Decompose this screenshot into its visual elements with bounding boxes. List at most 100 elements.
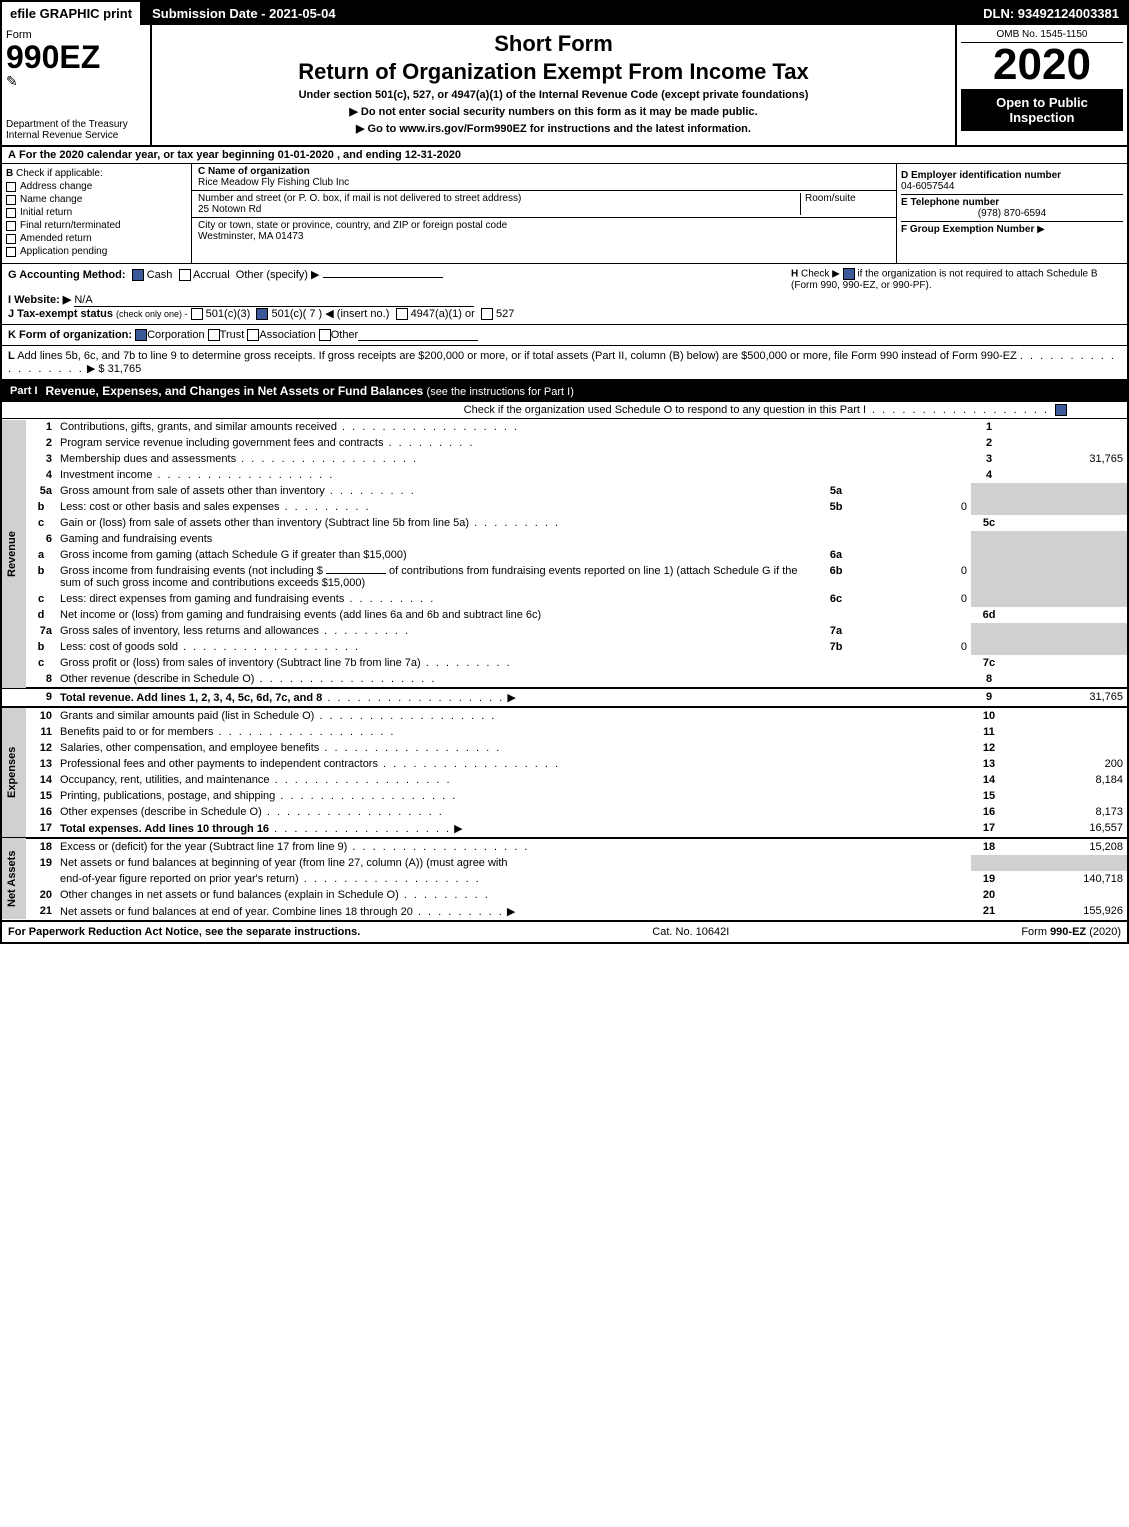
- cb-527[interactable]: [481, 308, 493, 320]
- line-18: Net Assets 18 Excess or (deficit) for th…: [2, 838, 1127, 855]
- line-desc: Other revenue (describe in Schedule O): [60, 673, 254, 685]
- line-num: 7a: [26, 623, 56, 639]
- line-7a: 7a Gross sales of inventory, less return…: [2, 623, 1127, 639]
- opt-4947: 4947(a)(1) or: [411, 308, 475, 320]
- f-arrow: ▶: [1037, 224, 1045, 235]
- header-right: OMB No. 1545-1150 2020 Open to Public In…: [957, 25, 1127, 145]
- org-name: Rice Meadow Fly Fishing Club Inc: [198, 177, 349, 188]
- line-rnum-gray: [971, 591, 1007, 607]
- fundraising-amount-input[interactable]: [326, 573, 386, 574]
- e-label: E Telephone number: [901, 197, 999, 208]
- line-num: 12: [26, 740, 56, 756]
- cb-amended-return[interactable]: Amended return: [6, 233, 187, 244]
- f-label: F Group Exemption Number: [901, 224, 1034, 235]
- line-num: 15: [26, 788, 56, 804]
- cb-name-change[interactable]: Name change: [6, 194, 187, 205]
- line-rval: [1007, 515, 1127, 531]
- line-21: 21 Net assets or fund balances at end of…: [2, 903, 1127, 920]
- cb-other-org[interactable]: [319, 329, 331, 341]
- line-rnum: 21: [971, 903, 1007, 920]
- line-15: 15 Printing, publications, postage, and …: [2, 788, 1127, 804]
- ein-value: 04-6057544: [901, 181, 954, 192]
- cb-accrual[interactable]: [179, 269, 191, 281]
- line-num: c: [26, 515, 56, 531]
- line-rnum-gray: [971, 531, 1007, 547]
- line-rnum: 2: [971, 435, 1007, 451]
- open-to-public: Open to Public Inspection: [961, 89, 1123, 131]
- line-rval: 8,173: [1007, 804, 1127, 820]
- line-desc: end-of-year figure reported on prior yea…: [60, 873, 299, 885]
- line-rval: 16,557: [1007, 820, 1127, 838]
- inline-box-label: 5a: [821, 483, 851, 499]
- cb-application-pending[interactable]: Application pending: [6, 246, 187, 257]
- line-rval: 200: [1007, 756, 1127, 772]
- j-note: (check only one) -: [116, 309, 188, 319]
- inline-box-label: 6c: [821, 591, 851, 607]
- other-org-input[interactable]: [358, 329, 478, 341]
- line-desc: Net assets or fund balances at beginning…: [56, 855, 971, 871]
- line-desc: Gross income from gaming (attach Schedul…: [60, 549, 407, 561]
- schedule-o-check-row: Check if the organization used Schedule …: [2, 402, 1127, 419]
- line-desc: Other changes in net assets or fund bala…: [60, 889, 399, 901]
- cb-trust[interactable]: [208, 329, 220, 341]
- line-num: 13: [26, 756, 56, 772]
- line-rnum: 1: [971, 419, 1007, 435]
- line-num: 16: [26, 804, 56, 820]
- part-1-header: Part I Revenue, Expenses, and Changes in…: [2, 380, 1127, 402]
- part-1-table: Revenue 1 Contributions, gifts, grants, …: [2, 419, 1127, 920]
- line-8: 8 Other revenue (describe in Schedule O)…: [2, 671, 1127, 688]
- opt-trust: Trust: [220, 329, 245, 341]
- line-rnum: 6d: [971, 607, 1007, 623]
- part-1-label: Part I: [10, 385, 46, 397]
- line-num: 21: [26, 903, 56, 920]
- box-b-checkboxes: B Check if applicable: Address change Na…: [2, 164, 192, 263]
- city-label: City or town, state or province, country…: [198, 220, 507, 231]
- section-a-label: A: [8, 149, 16, 161]
- accrual-label: Accrual: [193, 269, 230, 281]
- row-k: K Form of organization: Corporation Trus…: [2, 325, 1127, 346]
- cb-4947[interactable]: [396, 308, 408, 320]
- line-desc: Printing, publications, postage, and shi…: [60, 790, 275, 802]
- cb-address-change[interactable]: Address change: [6, 181, 187, 192]
- line-2: 2 Program service revenue including gove…: [2, 435, 1127, 451]
- cb-association[interactable]: [247, 329, 259, 341]
- room-label: Room/suite: [805, 193, 856, 204]
- street-row: Number and street (or P. O. box, if mail…: [192, 191, 896, 218]
- opt-assoc: Association: [259, 329, 315, 341]
- cb-corporation[interactable]: [135, 329, 147, 341]
- line-16: 16 Other expenses (describe in Schedule …: [2, 804, 1127, 820]
- expenses-tab: Expenses: [2, 707, 26, 838]
- line-rval: [1007, 724, 1127, 740]
- cb-schedule-b[interactable]: [843, 268, 855, 280]
- line-num: 18: [26, 838, 56, 855]
- cb-initial-return[interactable]: Initial return: [6, 207, 187, 218]
- line-rnum: 8: [971, 671, 1007, 688]
- other-label: Other (specify) ▶: [236, 269, 320, 281]
- line-rnum-gray: [971, 499, 1007, 515]
- box-b-label: B: [6, 168, 13, 179]
- line-num: 8: [26, 671, 56, 688]
- line-num: 6: [26, 531, 56, 547]
- line-rval-gray: [1007, 855, 1127, 871]
- line-rnum: 13: [971, 756, 1007, 772]
- inline-box-label: 5b: [821, 499, 851, 515]
- line-desc: Less: direct expenses from gaming and fu…: [60, 593, 344, 605]
- l-text: Add lines 5b, 6c, and 7b to line 9 to de…: [17, 350, 1017, 362]
- accounting-method-row: G Accounting Method: Cash Accrual Other …: [2, 264, 1127, 325]
- cb-501c[interactable]: [256, 308, 268, 320]
- line-14: 14 Occupancy, rent, utilities, and maint…: [2, 772, 1127, 788]
- line-rval-gray: [1007, 591, 1127, 607]
- inline-box-label: 7b: [821, 639, 851, 655]
- line-desc: Gross income from fundraising events (no…: [60, 565, 323, 577]
- goto-link[interactable]: ▶ Go to www.irs.gov/Form990EZ for instru…: [158, 122, 949, 135]
- line-rval: 15,208: [1007, 838, 1127, 855]
- line-desc: Investment income: [60, 469, 152, 481]
- cb-schedule-o[interactable]: [1055, 404, 1067, 416]
- cb-cash[interactable]: [132, 269, 144, 281]
- line-rval-gray: [1007, 499, 1127, 515]
- cb-501c3[interactable]: [191, 308, 203, 320]
- cb-final-return[interactable]: Final return/terminated: [6, 220, 187, 231]
- cb-label: Application pending: [20, 246, 107, 257]
- dln: DLN: 93492124003381: [975, 2, 1127, 25]
- other-specify-input[interactable]: [323, 277, 443, 278]
